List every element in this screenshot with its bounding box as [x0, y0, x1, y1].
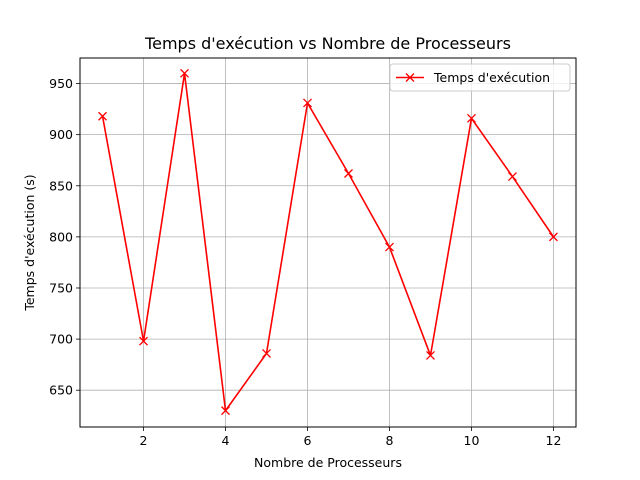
x-tick-label: 10 — [464, 433, 480, 448]
data-point-marker — [548, 232, 558, 242]
data-point-marker — [98, 111, 108, 121]
x-tick-label: 12 — [546, 433, 562, 448]
data-point-marker — [303, 98, 312, 108]
x-axis-ticks: 2 4 6 8 10 12 — [140, 427, 562, 448]
x-tick-label: 6 — [304, 433, 312, 448]
data-point-marker — [385, 242, 394, 252]
y-tick-label: 650 — [49, 383, 73, 398]
x-tick-label: 8 — [386, 433, 394, 448]
chart-title: Temps d'exécution vs Nombre de Processeu… — [144, 34, 511, 53]
y-tick-label: 700 — [49, 332, 73, 347]
legend: Temps d'exécution — [389, 63, 571, 92]
x-axis-label: Nombre de Processeurs — [254, 455, 402, 470]
y-axis-ticks: 650 700 750 800 850 900 950 — [49, 76, 80, 398]
legend-marker-icon — [405, 73, 415, 82]
legend-box — [389, 63, 571, 92]
data-point-marker — [467, 113, 476, 123]
legend-x-marker — [405, 73, 415, 82]
data-point-marker — [221, 406, 230, 416]
y-tick-label: 800 — [49, 229, 73, 244]
x-tick-label: 4 — [222, 433, 230, 448]
data-point-marker — [426, 350, 435, 360]
grid-lines — [80, 58, 576, 427]
legend-entry-label: Temps d'exécution — [433, 70, 550, 85]
y-tick-label: 850 — [49, 178, 73, 193]
data-point-marker — [180, 68, 189, 78]
y-tick-label: 750 — [49, 280, 73, 295]
data-point-marker — [344, 169, 353, 178]
data-point-marker — [508, 172, 517, 182]
data-point-marker — [262, 348, 271, 358]
y-tick-label: 900 — [49, 127, 73, 142]
plot-frame — [79, 57, 577, 428]
x-tick-label: 2 — [140, 433, 148, 448]
series-line — [101, 72, 555, 412]
series-layer — [98, 68, 558, 416]
data-point-marker — [139, 336, 148, 346]
y-axis-label: Temps d'exécution (s) — [22, 174, 37, 311]
y-tick-label: 950 — [49, 76, 73, 91]
